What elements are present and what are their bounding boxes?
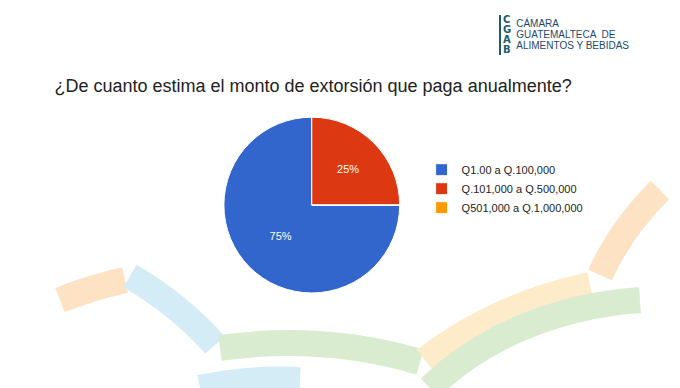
html-text:B: B (503, 44, 511, 55)
svg-text:Q1.00 a Q.100,000: Q1.00 a Q.100,000 (462, 164, 556, 176)
svg-text:¿De cuanto estima el monto de: ¿De cuanto estima el monto de extorsión … (54, 76, 571, 96)
html-text:C: C (503, 14, 511, 25)
svg-text:75%: 75% (270, 230, 292, 242)
html-text:G: G (503, 24, 512, 35)
svg-text:25%: 25% (337, 163, 359, 175)
html-text:CÁMARA GUATEMALTECA DE ALIMENT: CÁMARA GUATEMALTECA DE ALIMENTOS Y BEBID… (516, 18, 629, 51)
html-text:A: A (503, 34, 511, 45)
svg-text:Q501,000 a Q.1,000,000: Q501,000 a Q.1,000,000 (462, 202, 583, 214)
svg-text:Q.101,000 a Q.500,000: Q.101,000 a Q.500,000 (462, 183, 577, 195)
